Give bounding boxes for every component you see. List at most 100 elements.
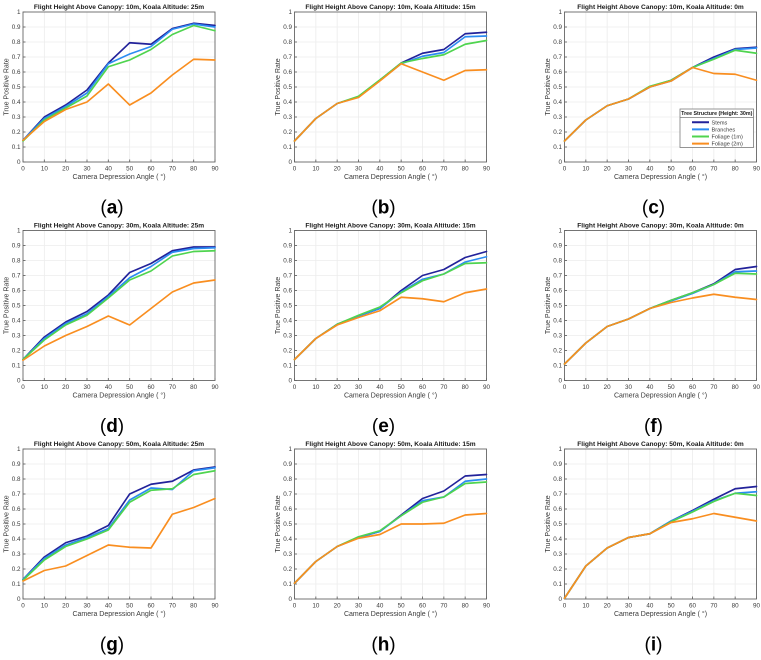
svg-text:0.5: 0.5	[553, 521, 562, 528]
svg-text:10: 10	[312, 384, 320, 391]
svg-text:80: 80	[190, 384, 198, 391]
svg-text:0.9: 0.9	[12, 24, 21, 31]
svg-text:0.4: 0.4	[283, 318, 292, 325]
svg-text:60: 60	[147, 166, 155, 173]
svg-text:0.9: 0.9	[553, 24, 562, 31]
svg-text:0.5: 0.5	[283, 84, 292, 91]
svg-text:0.6: 0.6	[283, 69, 292, 76]
svg-text:40: 40	[376, 603, 384, 610]
svg-text:0: 0	[293, 166, 297, 173]
svg-text:0.9: 0.9	[12, 243, 21, 250]
svg-text:0.4: 0.4	[553, 99, 562, 106]
svg-text:Camera Depression Angle ( °): Camera Depression Angle ( °)	[72, 173, 165, 181]
svg-text:0.2: 0.2	[283, 348, 292, 355]
svg-text:50: 50	[668, 603, 676, 610]
svg-text:(c): (c)	[642, 198, 665, 219]
svg-text:30: 30	[83, 166, 91, 173]
svg-text:40: 40	[105, 384, 113, 391]
svg-text:0.7: 0.7	[12, 273, 21, 280]
svg-text:Foliage (1m): Foliage (1m)	[712, 135, 744, 141]
svg-text:0.8: 0.8	[283, 258, 292, 265]
svg-text:0.6: 0.6	[553, 69, 562, 76]
svg-text:50: 50	[668, 166, 676, 173]
svg-text:20: 20	[604, 166, 612, 173]
svg-text:1: 1	[288, 228, 292, 235]
svg-text:(g): (g)	[100, 635, 124, 656]
svg-text:Flight Height Above Canopy: 30: Flight Height Above Canopy: 30m, Koala A…	[577, 222, 744, 229]
svg-text:Camera Depression Angle ( °): Camera Depression Angle ( °)	[72, 610, 165, 618]
svg-text:Flight Height Above Canopy: 30: Flight Height Above Canopy: 30m, Koala A…	[305, 222, 475, 229]
svg-text:60: 60	[147, 384, 155, 391]
svg-text:1: 1	[558, 446, 562, 453]
svg-text:0.8: 0.8	[553, 39, 562, 46]
svg-text:Flight Height Above Canopy: 10: Flight Height Above Canopy: 10m, Koala A…	[305, 4, 475, 11]
svg-text:0.4: 0.4	[553, 536, 562, 543]
svg-text:80: 80	[732, 166, 740, 173]
svg-text:Flight Height Above Canopy: 50: Flight Height Above Canopy: 50m, Koala A…	[577, 441, 744, 448]
svg-text:0.3: 0.3	[12, 333, 21, 340]
svg-text:40: 40	[105, 603, 113, 610]
svg-text:0.7: 0.7	[283, 273, 292, 280]
svg-text:0.9: 0.9	[553, 243, 562, 250]
svg-text:Camera Depression Angle ( °): Camera Depression Angle ( °)	[614, 392, 707, 400]
svg-text:0.4: 0.4	[283, 536, 292, 543]
svg-text:Flight Height Above Canopy: 30: Flight Height Above Canopy: 30m, Koala A…	[34, 222, 204, 229]
svg-text:60: 60	[689, 603, 697, 610]
svg-text:(b): (b)	[371, 198, 395, 219]
svg-text:60: 60	[147, 603, 155, 610]
svg-text:(e): (e)	[372, 416, 395, 437]
svg-text:0.8: 0.8	[12, 476, 21, 483]
svg-text:90: 90	[753, 384, 761, 391]
svg-text:30: 30	[625, 384, 633, 391]
svg-text:0.5: 0.5	[283, 303, 292, 310]
svg-text:0.9: 0.9	[12, 461, 21, 468]
svg-text:Foliage (2m): Foliage (2m)	[712, 142, 744, 148]
svg-text:1: 1	[17, 228, 21, 235]
svg-text:70: 70	[440, 603, 448, 610]
svg-text:Stems: Stems	[712, 120, 728, 126]
svg-text:Flight Height Above Canopy: 50: Flight Height Above Canopy: 50m, Koala A…	[34, 441, 204, 448]
svg-text:Branches: Branches	[712, 127, 736, 133]
svg-text:20: 20	[62, 384, 70, 391]
svg-text:30: 30	[625, 166, 633, 173]
svg-text:20: 20	[604, 384, 612, 391]
svg-text:True Positive Rate: True Positive Rate	[275, 277, 282, 334]
svg-text:80: 80	[462, 384, 470, 391]
svg-text:(a): (a)	[100, 198, 123, 219]
svg-text:0.2: 0.2	[553, 348, 562, 355]
svg-text:0.3: 0.3	[553, 333, 562, 340]
svg-text:(h): (h)	[371, 635, 395, 656]
svg-text:0.5: 0.5	[553, 84, 562, 91]
svg-text:20: 20	[604, 603, 612, 610]
svg-text:0.6: 0.6	[553, 288, 562, 295]
svg-text:30: 30	[355, 166, 363, 173]
svg-text:30: 30	[355, 603, 363, 610]
svg-text:90: 90	[211, 384, 219, 391]
svg-text:0.9: 0.9	[283, 461, 292, 468]
svg-text:20: 20	[334, 166, 342, 173]
svg-text:0: 0	[17, 378, 21, 385]
svg-text:90: 90	[483, 603, 491, 610]
svg-text:70: 70	[710, 166, 718, 173]
svg-text:10: 10	[312, 166, 320, 173]
svg-text:0: 0	[563, 603, 567, 610]
svg-text:20: 20	[62, 603, 70, 610]
svg-text:0: 0	[17, 159, 21, 166]
svg-text:0.2: 0.2	[283, 129, 292, 136]
svg-text:0.1: 0.1	[12, 363, 21, 370]
svg-text:0.1: 0.1	[553, 363, 562, 370]
svg-text:0.3: 0.3	[553, 114, 562, 121]
svg-text:50: 50	[126, 603, 134, 610]
svg-text:50: 50	[126, 166, 134, 173]
svg-text:0.1: 0.1	[12, 581, 21, 588]
svg-text:0.1: 0.1	[553, 144, 562, 151]
svg-text:0.6: 0.6	[553, 506, 562, 513]
svg-text:0.6: 0.6	[283, 506, 292, 513]
svg-text:0.4: 0.4	[12, 318, 21, 325]
svg-text:0.6: 0.6	[12, 69, 21, 76]
svg-text:40: 40	[376, 166, 384, 173]
svg-text:50: 50	[126, 384, 134, 391]
svg-text:1: 1	[17, 446, 21, 453]
svg-text:90: 90	[211, 603, 219, 610]
svg-text:10: 10	[582, 166, 590, 173]
